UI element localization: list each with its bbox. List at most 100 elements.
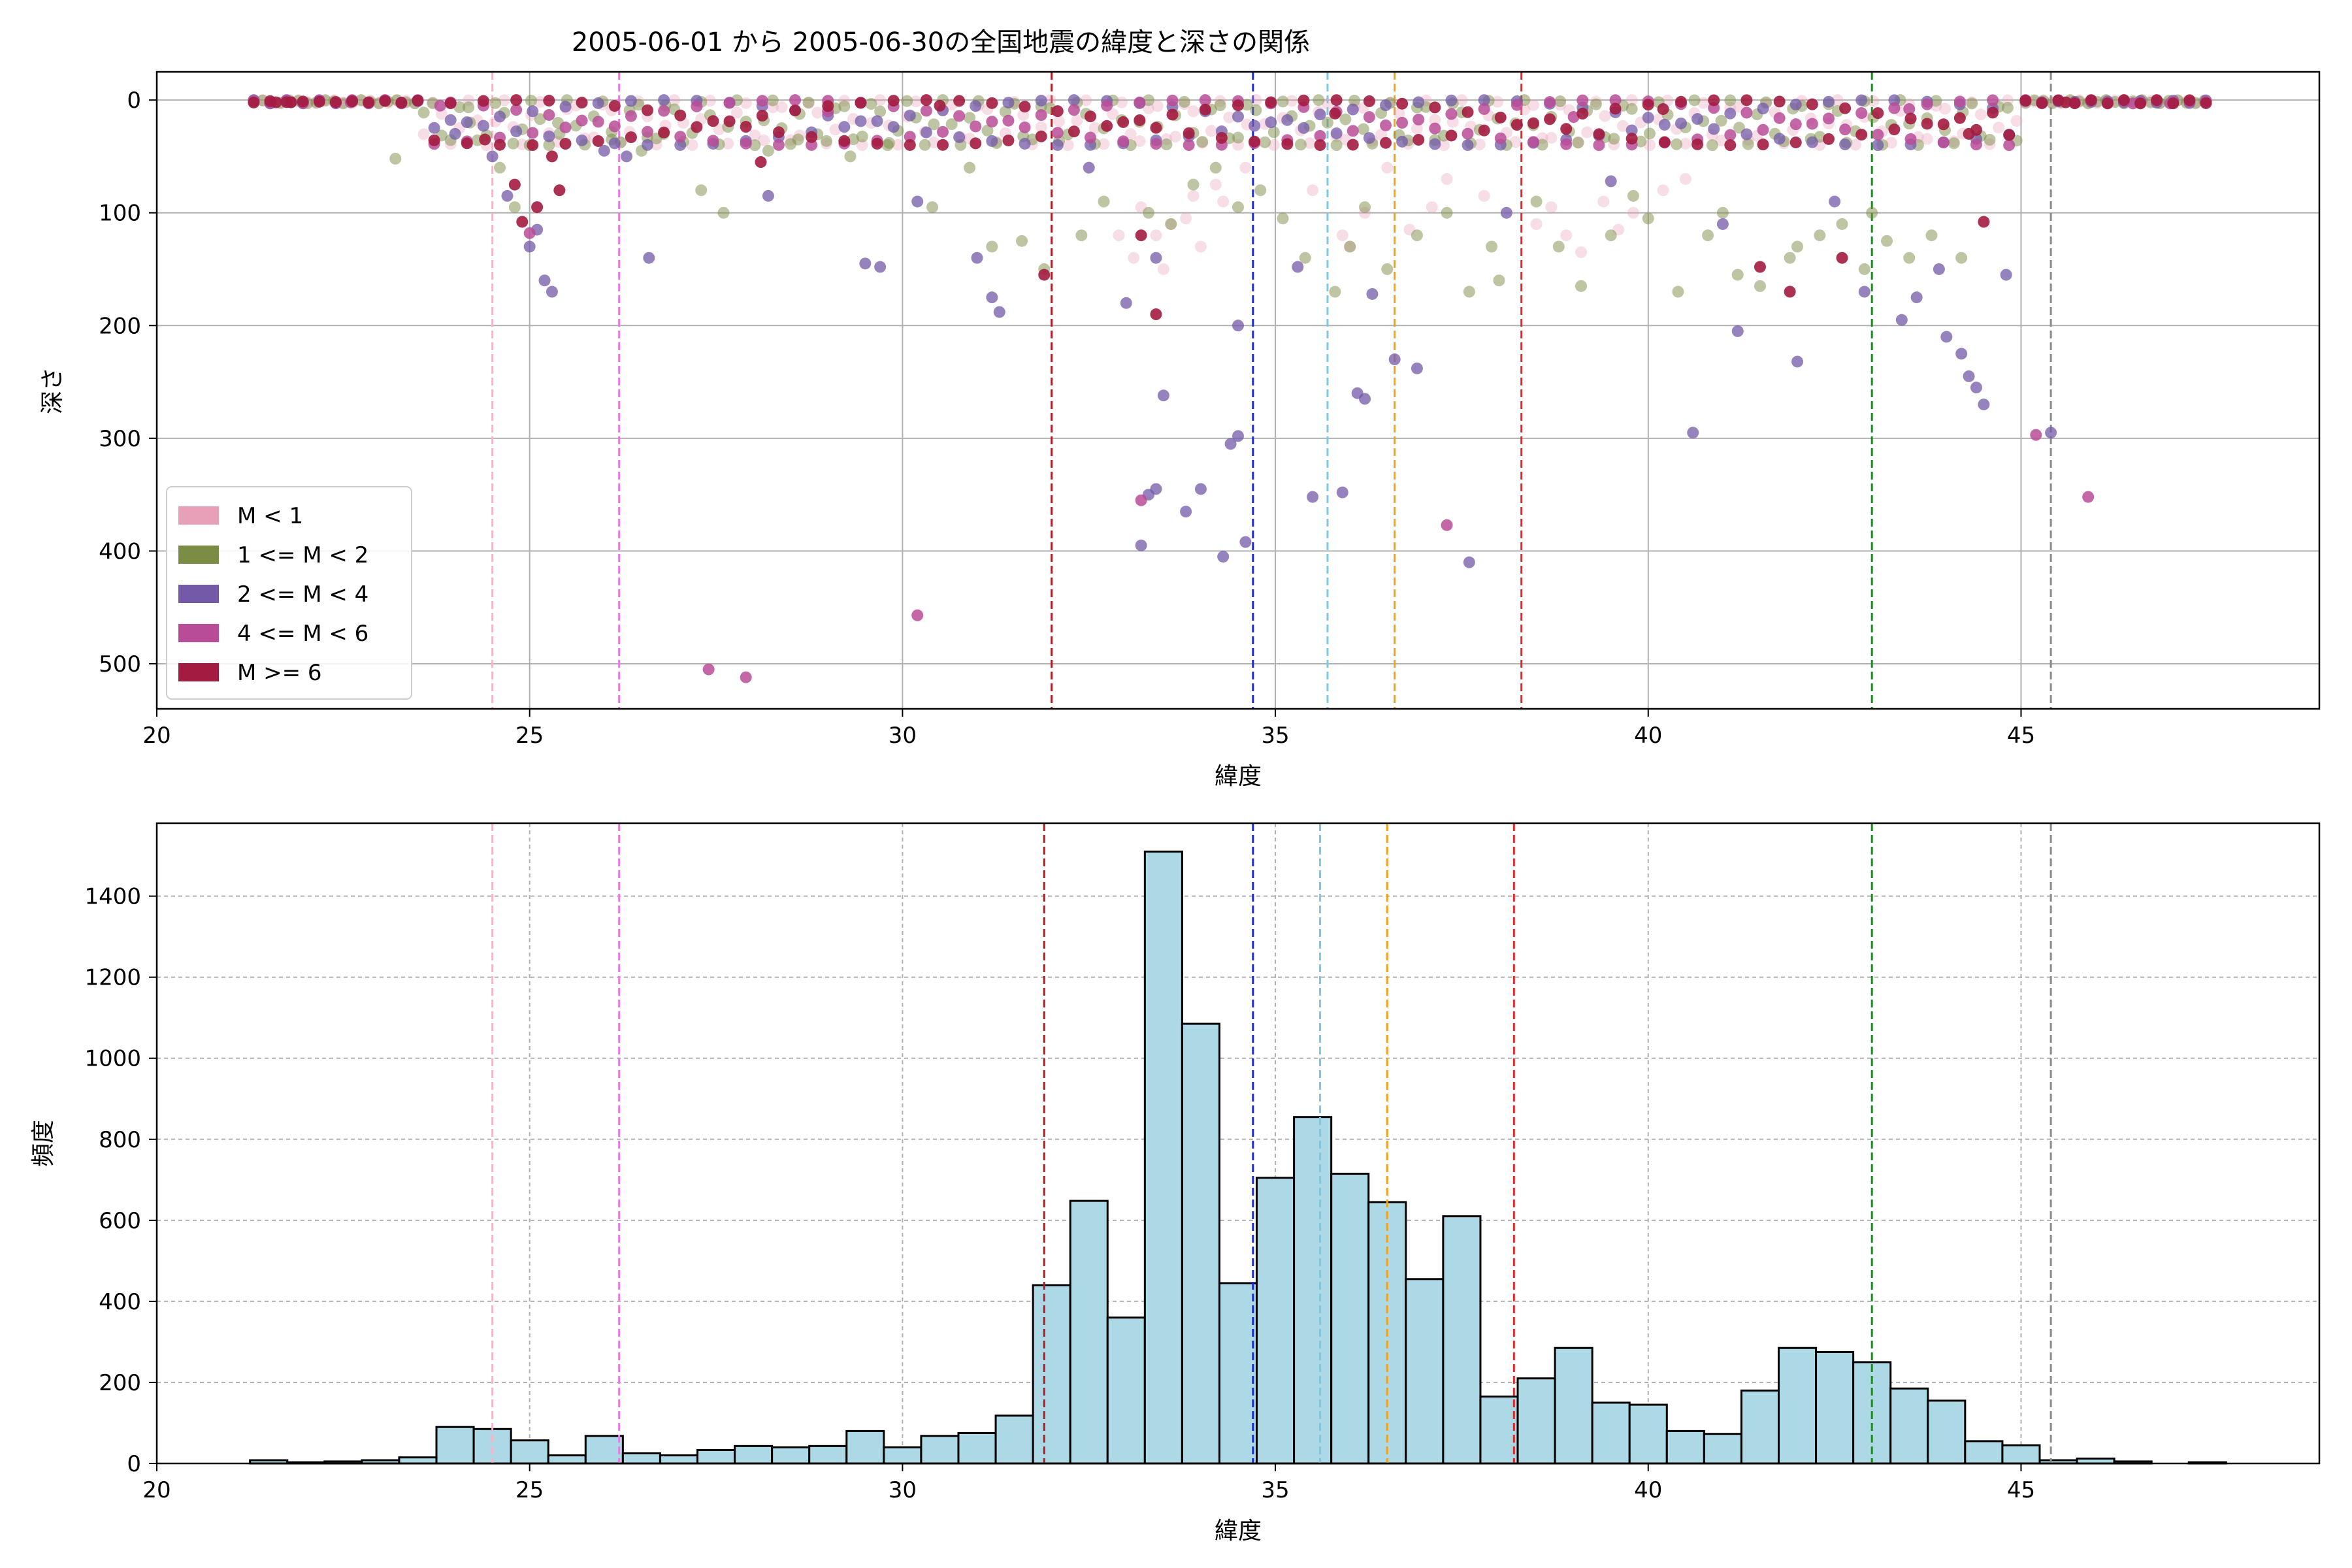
scatter-xtick-label: 40 [1634,723,1662,749]
scatter-point [1413,96,1425,108]
scatter-frame [155,71,2321,710]
scatter-point [953,95,966,107]
scatter-point [756,110,768,122]
scatter-point [1019,121,1031,133]
scatter-point [1307,184,1319,197]
scatter-point [1872,107,1884,120]
scatter-point [911,195,924,208]
scatter-point [1544,113,1556,125]
scatter-point [1098,195,1110,208]
scatter-point [2200,97,2212,109]
scatter-point [928,118,940,131]
scatter-point [1757,139,1769,151]
scatter-point [1344,240,1356,253]
scatter-point [1527,99,1539,111]
scatter-point [1277,95,1289,108]
scatter-point [1239,161,1252,174]
scatter-point [1002,134,1015,146]
scatter-point [970,120,982,133]
scatter-point [1895,314,1908,326]
scatter-point [1321,116,1333,129]
scatter-point [1754,261,1766,273]
scatter-point [1016,235,1028,247]
scatter-point [1281,138,1294,150]
scatter-point [874,261,887,273]
scatter-point [525,95,537,107]
histogram-ylabel: 頻度 [30,1120,57,1167]
scatter-point [1294,139,1307,151]
scatter-point [713,123,725,136]
scatter-point [489,97,502,109]
histogram-bar [659,1454,698,1465]
scatter-point [1754,280,1766,292]
scatter-point [1593,128,1605,140]
scatter-point [2134,97,2147,110]
scatter-point [494,161,506,174]
histogram-bar [1964,1440,2004,1465]
scatter-point [1625,133,1638,145]
scatter-ytick-label: 100 [99,201,141,227]
scatter-point [658,105,670,117]
scatter-point [1903,252,1916,264]
scatter-point [1974,108,1987,121]
scatter-point [1115,96,1128,108]
scatter-point [811,106,824,119]
scatter-point [707,115,719,127]
scatter-point [755,156,767,169]
scatter-point [1855,107,1868,120]
scatter-point [1062,139,1074,152]
scatter-point [1572,137,1584,149]
scatter-point [592,135,604,147]
scatter-point [762,189,774,202]
scatter-point [1429,122,1441,135]
histogram-xtick-label: 45 [2007,1477,2035,1503]
scatter-point [1267,139,1280,151]
scatter-point [1254,184,1267,197]
scatter-point [494,139,506,151]
scatter-point [986,291,998,304]
scatter-point [1166,108,1179,121]
scatter-point [1993,122,2005,134]
scatter-point [559,138,572,150]
scatter-point [1609,103,1622,115]
scatter-point [1836,218,1848,230]
scatter-point [1151,100,1164,112]
histogram-ytick-label: 400 [99,1289,141,1315]
scatter-point [1492,95,1504,108]
scatter-point [1527,136,1539,148]
scatter-point [501,189,514,202]
scatter-point [1019,137,1031,150]
scatter-point [2085,94,2097,106]
histogram-bar [808,1445,848,1465]
histogram-bar [1554,1347,1593,1465]
scatter-point [1379,137,1392,149]
scatter-point [1933,263,1945,275]
scatter-point [2151,94,2163,106]
scatter-point [1265,116,1277,129]
scatter-point [1075,229,1088,242]
scatter-point [486,150,498,163]
scatter-point [1575,246,1588,259]
scatter-point [498,94,510,106]
scatter-point [1657,103,1669,115]
histogram-bar [1889,1387,1929,1465]
scatter-point [1250,94,1262,106]
scatter-point [1463,556,1475,568]
scatter-point [1716,206,1729,219]
legend-box [166,486,412,700]
scatter-point [2068,97,2081,110]
scatter-point [1363,111,1375,123]
scatter-point [1674,117,1687,129]
scatter-point [1223,111,1235,123]
scatter-point [986,116,998,128]
scatter-point [1199,94,1211,106]
scatter-point [434,99,446,112]
scatter-point [248,96,260,108]
scatter-point [1019,101,1031,113]
scatter-point [1348,94,1361,106]
scatter-point [695,184,708,197]
scatter-point [1544,96,1556,108]
scatter-point [643,252,655,264]
scatter-point [1215,132,1228,144]
scatter-point [428,122,440,134]
